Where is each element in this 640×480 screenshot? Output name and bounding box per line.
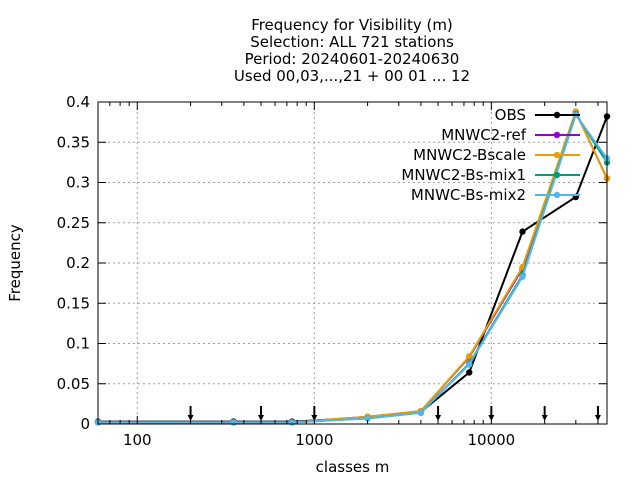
legend-label: OBS [495,106,526,124]
series-lines [94,108,611,426]
data-point [519,228,526,235]
legend-label: MNWC2-ref [441,126,526,144]
y-tick-label: 0.3 [66,174,90,192]
y-tick-label: 0.15 [57,294,90,312]
legend-swatch-point [553,111,561,119]
data-point [519,273,526,280]
title-line: Period: 20240601-20240630 [245,50,460,68]
class-boundary-arrow [541,406,548,421]
y-tick-label: 0 [80,415,90,433]
legend-label: MNWC-Bs-mix2 [411,186,526,204]
data-point [466,369,473,376]
y-tick-label: 0.25 [57,214,90,232]
series-line-3 [98,111,608,424]
class-boundary-arrow [594,406,601,421]
data-point [364,415,371,422]
series-line-2 [98,109,608,424]
data-point [466,353,473,360]
series-line-1 [98,109,608,424]
series-line-0 [98,116,608,423]
data-point [230,419,237,426]
class-boundary-arrow [435,406,442,421]
grid [98,102,607,424]
y-tick-label: 0.2 [66,254,90,272]
legend-swatch-point [553,131,561,139]
y-tick-label: 0.05 [57,375,90,393]
data-point [466,361,473,368]
legend-swatch-point [553,151,561,159]
y-tick-label: 0.4 [66,93,90,111]
y-axis-label: Frequency [6,224,24,302]
series-line-4 [98,112,608,424]
x-tick-label: 10000 [467,431,515,449]
y-tick-label: 0.35 [57,133,90,151]
title-line: Selection: ALL 721 stations [250,33,454,51]
legend-label: MNWC2-Bs-mix1 [401,166,526,184]
legend: OBS MNWC2-ref MNWC2-Bscale MNWC2-Bs-mix1 MNW… [401,106,580,204]
class-boundary-arrow [258,406,265,421]
legend-swatch-point [553,191,561,199]
title-line: Frequency for Visibility (m) [251,16,453,34]
data-point [288,419,296,426]
y-tick-label: 0.1 [66,335,90,353]
chart-title: Frequency for Visibility (m)Selection: A… [234,16,470,85]
title-line: Used 00,03,...,21 + 00 01 ... 12 [234,67,470,85]
class-boundary-arrow [187,406,194,421]
x-tick-label: 100 [123,431,152,449]
legend-label: MNWC2-Bscale [413,146,526,164]
x-tick-label: 1000 [295,431,333,449]
legend-swatch-point [553,171,561,179]
x-axis-label: classes m [316,458,390,476]
axis-ticks: 0 0.05 0.1 0.15 0.2 0.25 0.3 0.35 0.4 100 1000 1000… [57,93,607,449]
data-point [417,409,425,416]
